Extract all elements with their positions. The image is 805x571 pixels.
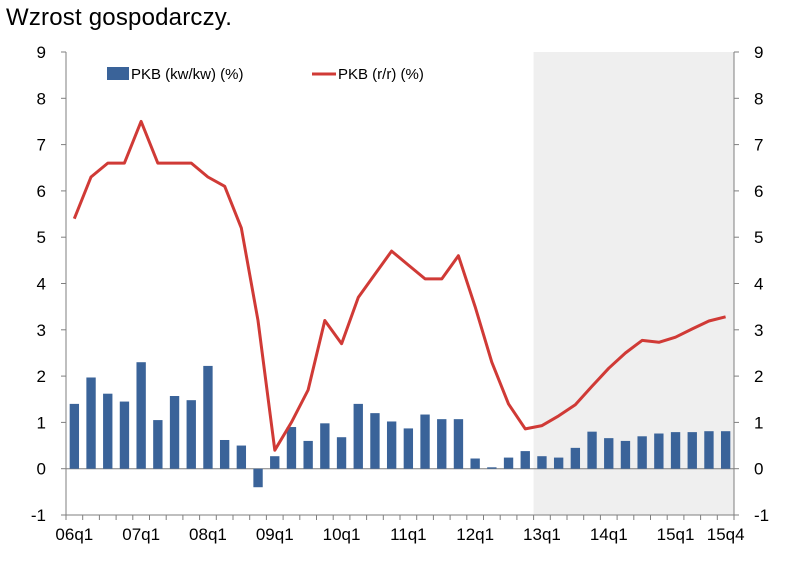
y-tick-label-right: 2 (754, 367, 763, 386)
forecast-shade (533, 52, 734, 515)
bar (553, 457, 564, 469)
bar (203, 365, 213, 469)
bar (119, 401, 130, 469)
bar (136, 362, 146, 469)
y-tick-label-left: -1 (31, 506, 46, 525)
bar (103, 393, 113, 469)
bar (153, 420, 163, 469)
bar (453, 419, 464, 469)
y-tick-label-right: 4 (754, 275, 763, 294)
bar (604, 438, 614, 469)
bar (186, 400, 196, 469)
legend-swatch-bar (107, 67, 129, 80)
bar (587, 431, 597, 469)
x-tick-label: 07q1 (122, 525, 160, 544)
y-tick-label-right: 5 (754, 228, 763, 247)
bar (487, 467, 497, 469)
y-tick-label-right: -1 (754, 506, 769, 525)
bar (286, 427, 297, 469)
y-tick-label-left: 6 (37, 182, 46, 201)
bar (236, 445, 247, 469)
x-tick-label: 06q1 (55, 525, 93, 544)
y-tick-label-right: 6 (754, 182, 763, 201)
bar (470, 458, 480, 469)
y-tick-label-left: 4 (37, 275, 46, 294)
bar (654, 433, 664, 469)
bar (86, 377, 96, 469)
y-tick-label-left: 5 (37, 228, 46, 247)
bar (720, 431, 731, 469)
chart-title: Wzrost gospodarczy. (6, 4, 233, 31)
x-tick-label: 10q1 (323, 525, 361, 544)
legend-label-line: PKB (r/r) (%) (338, 66, 424, 83)
y-tick-label-left: 9 (37, 43, 46, 62)
bar (520, 451, 530, 469)
bar (386, 421, 397, 469)
bar (620, 440, 631, 469)
bar (169, 396, 180, 469)
bar (219, 439, 230, 469)
bar (570, 447, 581, 469)
y-tick-label-left: 7 (37, 136, 46, 155)
x-tick-label: 08q1 (189, 525, 227, 544)
x-tick-label: 15q1 (657, 525, 695, 544)
y-tick-label-left: 3 (37, 321, 46, 340)
bar (687, 432, 697, 469)
x-tick-label: 13q1 (523, 525, 561, 544)
bar (503, 457, 514, 469)
bar (637, 436, 647, 469)
y-tick-label-left: 8 (37, 89, 46, 108)
bar (303, 440, 313, 469)
bar (69, 403, 80, 469)
bar (353, 403, 363, 469)
bar (253, 468, 263, 488)
x-tick-label: 15q4 (707, 525, 745, 544)
series-line (72, 119, 726, 452)
y-tick-label-right: 8 (754, 89, 763, 108)
y-tick-label-right: 9 (754, 43, 763, 62)
y-tick-label-right: 3 (754, 321, 763, 340)
y-tick-label-left: 2 (37, 367, 46, 386)
bar (403, 428, 414, 469)
legend-label-bar: PKB (kw/kw) (%) (131, 66, 244, 83)
y-tick-label-right: 1 (754, 413, 763, 432)
bar (670, 432, 681, 469)
y-tick-label-left: 1 (37, 413, 46, 432)
x-tick-label: 11q1 (390, 525, 427, 544)
bar (420, 414, 430, 469)
bar (320, 423, 330, 469)
x-tick-label: 09q1 (256, 525, 294, 544)
bar (336, 437, 347, 469)
y-tick-label-right: 0 (754, 460, 763, 479)
bar (537, 456, 547, 469)
y-tick-label-right: 7 (754, 136, 763, 155)
bar (704, 431, 714, 469)
bar (370, 413, 380, 469)
bar (437, 419, 447, 469)
bar (270, 456, 280, 469)
y-tick-label-left: 0 (37, 460, 46, 479)
x-tick-label: 12q1 (456, 525, 494, 544)
x-tick-label: 14q1 (590, 525, 628, 544)
